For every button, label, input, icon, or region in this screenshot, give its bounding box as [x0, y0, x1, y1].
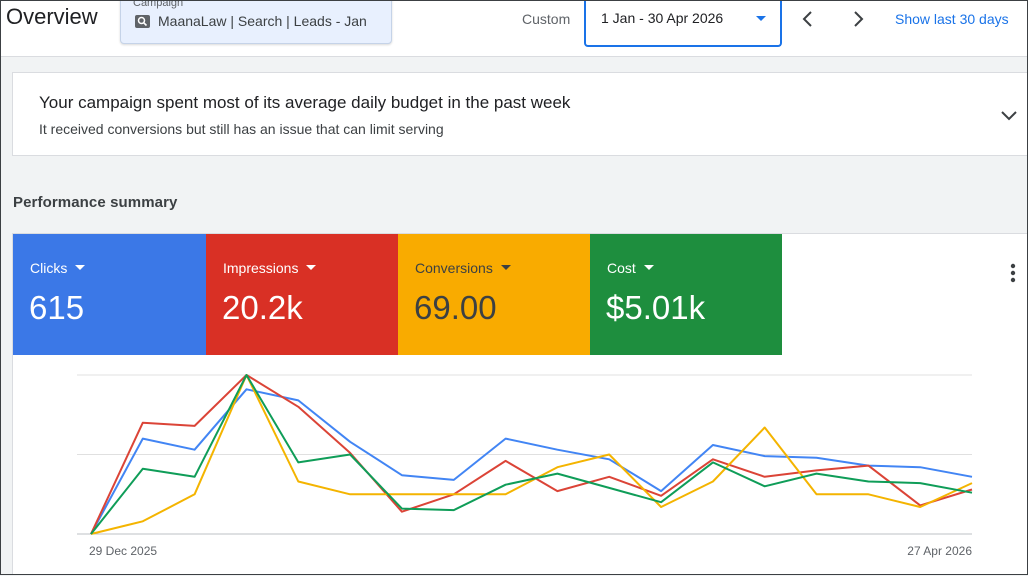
section-title: Performance summary	[13, 194, 178, 211]
date-range-value: 1 Jan - 30 Apr 2026	[601, 10, 724, 26]
date-range-type-label: Custom	[522, 11, 571, 27]
performance-line-chart: 29 Dec 2025 27 Apr 2026	[77, 374, 973, 558]
budget-alert-card[interactable]: Your campaign spent most of its average …	[12, 72, 1028, 156]
metric-card-cost[interactable]: Cost $5.01k	[590, 234, 782, 355]
date-range-dropdown[interactable]: 1 Jan - 30 Apr 2026	[584, 0, 782, 47]
top-bar: Overview Campaign MaanaLaw | Search | Le…	[0, 0, 1028, 57]
search-campaign-icon	[135, 15, 150, 28]
x-axis-start-label: 29 Dec 2025	[89, 544, 157, 558]
metric-label: Clicks	[30, 260, 68, 276]
metric-value: 69.00	[414, 289, 497, 326]
alert-subtitle: It received conversions but still has an…	[39, 121, 444, 137]
series-line-2	[90, 374, 973, 535]
metric-label: Cost	[607, 260, 636, 276]
campaign-selector[interactable]: Campaign MaanaLaw | Search | Leads - Jan	[120, 0, 392, 44]
campaign-name: MaanaLaw | Search | Leads - Jan	[158, 13, 367, 29]
series-line-1	[90, 374, 973, 535]
dropdown-arrow-icon	[643, 265, 654, 270]
metric-value: $5.01k	[606, 289, 706, 326]
metric-card-clicks[interactable]: Clicks 615	[13, 234, 206, 355]
metric-value: 20.2k	[222, 289, 303, 326]
metric-card-impressions[interactable]: Impressions 20.2k	[206, 234, 399, 355]
dropdown-arrow-icon	[75, 265, 86, 270]
dropdown-arrow-icon	[500, 265, 511, 270]
dropdown-arrow-icon	[306, 265, 317, 270]
show-last-30-days-link[interactable]: Show last 30 days	[895, 11, 1009, 27]
metric-value: 615	[29, 289, 85, 326]
series-line-0	[90, 388, 973, 535]
chevron-right-icon[interactable]	[846, 7, 870, 31]
chevron-left-icon[interactable]	[796, 7, 820, 31]
metric-card-conversions[interactable]: Conversions 69.00	[398, 234, 591, 355]
metric-label: Impressions	[223, 260, 299, 276]
more-options-icon[interactable]	[1009, 262, 1017, 284]
chevron-down-icon[interactable]	[999, 105, 1019, 125]
performance-card: Clicks 615 Impressions 20.2k Conversions…	[12, 233, 1028, 575]
campaign-label: Campaign	[133, 0, 184, 9]
dropdown-arrow-icon	[756, 16, 766, 21]
metric-label: Conversions	[415, 260, 493, 276]
alert-title: Your campaign spent most of its average …	[39, 93, 571, 112]
x-axis-end-label: 27 Apr 2026	[907, 544, 972, 558]
series-line-3	[90, 374, 973, 535]
page-title: Overview	[6, 4, 98, 29]
